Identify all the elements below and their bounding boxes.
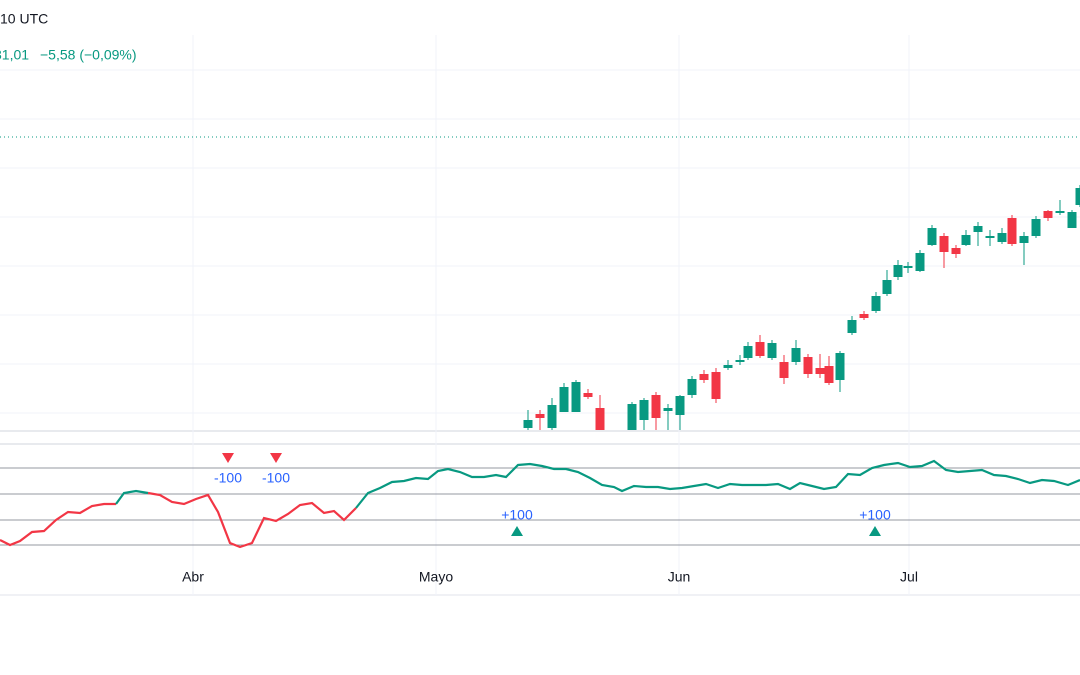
candle-body [961,235,971,245]
candle-body [871,296,881,311]
candle-body [791,348,801,362]
signal-label: +100 [501,507,533,523]
candle-body [893,265,903,277]
candle-body [903,266,913,268]
candle-body [687,379,697,395]
candle-body [711,372,721,399]
candle-body [815,368,825,374]
candle-body [723,365,733,368]
candle-body [939,236,949,252]
signal-marker [270,453,282,463]
signal-label: -100 [262,470,290,486]
signal-marker [511,526,523,536]
candle-body [997,233,1007,242]
candle-body [755,342,765,356]
candle-body [973,226,983,232]
candle-body [651,395,661,418]
candle-body [1055,211,1065,213]
candle-body [1019,236,1029,243]
candle-body [559,387,569,412]
candle-body [675,396,685,415]
candle-body [1067,212,1077,228]
indicator-line [115,459,1080,509]
candle-body [915,253,925,271]
candle-body [835,353,845,380]
x-tick-label: Mayo [419,569,453,585]
candle-body [1007,218,1017,244]
candle-body [859,314,869,318]
candle-body [595,408,605,430]
header-price: 31,01 [0,47,29,63]
header-time: 10 UTC [0,11,48,27]
candle-body [523,420,533,428]
signal-marker [869,526,881,536]
candle-body [571,382,581,412]
candle-body [1031,219,1041,236]
header-change: −5,58 (−0,09%) [40,47,137,63]
candle-body [547,405,557,428]
candle-body [985,236,995,238]
candle-body [779,362,789,378]
candle-body [1043,211,1053,218]
indicator-pane: -100 -100 +100 +100 [0,453,1080,549]
candle-body [951,248,961,254]
candle-body [663,408,673,411]
signal-label: -100 [214,470,242,486]
candle-body [767,343,777,358]
candle-body [743,346,753,358]
candle-body [699,374,709,380]
candle-body [535,414,545,418]
candle-body [847,320,857,333]
x-tick-label: Abr [182,569,204,585]
candle-body [927,228,937,245]
candle-body [824,366,834,383]
candle-pane [0,136,1080,430]
candle-body [735,360,745,362]
signal-label: +100 [859,507,891,523]
candle-body [882,280,892,294]
x-tick-label: Jul [900,569,918,585]
signal-marker [222,453,234,463]
candle-body [583,393,593,397]
grid [0,35,1080,596]
x-tick-label: Jun [668,569,691,585]
candle-body [639,400,649,420]
candle-body [1075,188,1080,205]
candle-body [627,404,637,430]
indicator-line [0,491,357,549]
candle-body [803,357,813,374]
